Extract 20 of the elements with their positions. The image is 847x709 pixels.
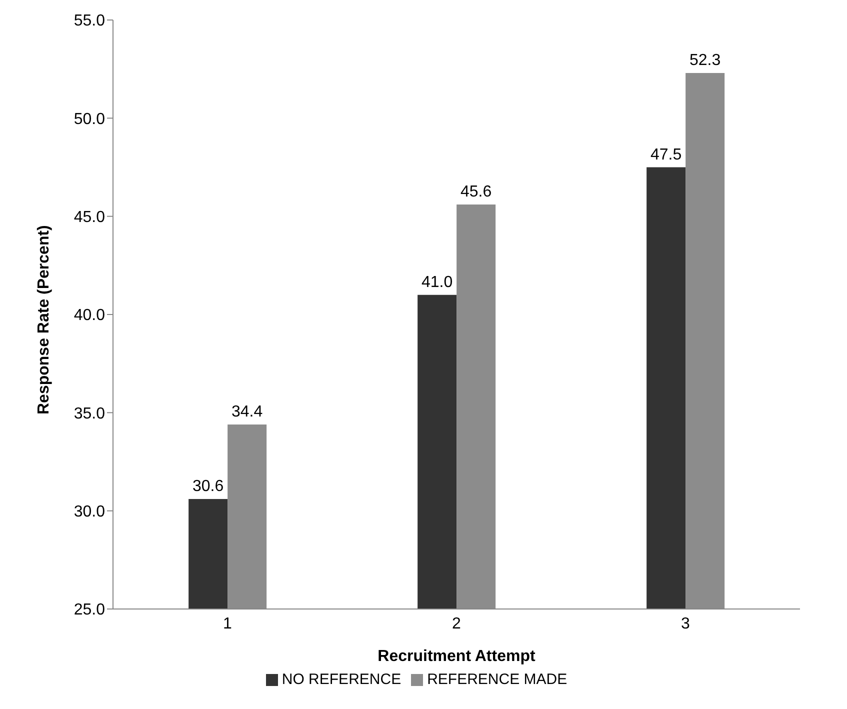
y-tick-label: 45.0 xyxy=(74,209,106,226)
data-label: 47.5 xyxy=(650,146,682,164)
y-axis-title: Response Rate (Percent) xyxy=(36,225,53,414)
x-tick-label: 3 xyxy=(681,615,690,632)
x-tick-label: 2 xyxy=(452,615,462,632)
y-tick-label: 25.0 xyxy=(74,602,106,619)
data-label: 45.6 xyxy=(460,184,492,201)
legend-label: NO REFERENCE xyxy=(282,671,402,688)
y-tick-label: 50.0 xyxy=(74,110,106,128)
legend-label: REFERENCE MADE xyxy=(427,671,568,688)
x-axis-title: Recruitment Attempt xyxy=(378,648,536,665)
data-label: 34.4 xyxy=(232,403,263,420)
y-tick-label: 55.0 xyxy=(74,12,106,30)
data-label: 30.6 xyxy=(192,478,224,496)
y-tick-label: 30.0 xyxy=(74,504,106,521)
data-label: 41.0 xyxy=(422,274,453,291)
y-tick-label: 35.0 xyxy=(74,405,106,422)
data-label: 52.3 xyxy=(690,52,721,70)
x-tick-label: 1 xyxy=(223,615,232,632)
y-tick-label: 40.0 xyxy=(74,307,106,324)
